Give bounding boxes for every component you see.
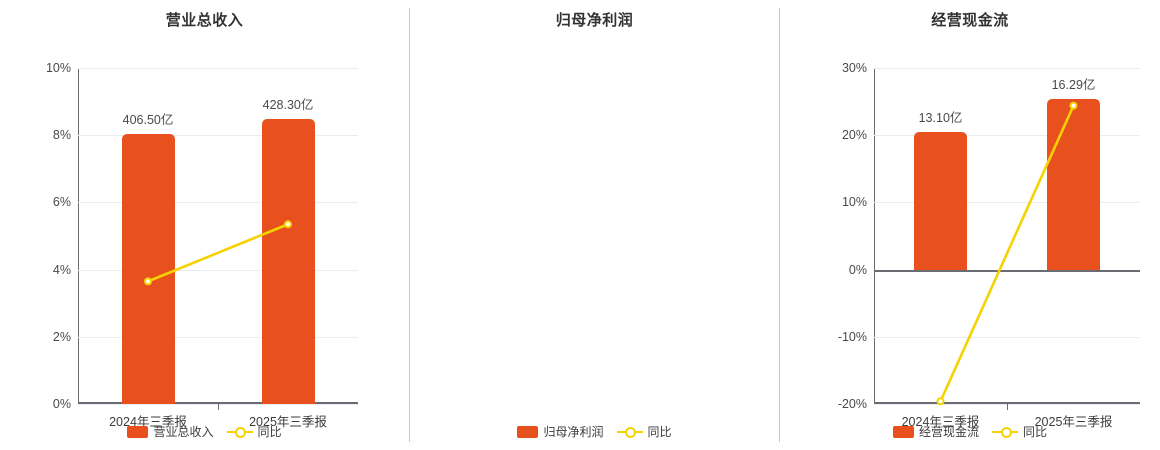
legend-item-line[interactable]: 同比 — [226, 423, 282, 440]
y-axis-spine — [874, 68, 875, 404]
chart-panel-operating-cash-flow: 经营现金流 0%5%10%15%20%25%29%29.49亿34.31亿202… — [780, 0, 1160, 450]
legend-item-line[interactable]: 同比 — [992, 423, 1047, 440]
y-axis-tick-label: 6% — [52, 195, 71, 210]
legend-operating-cash-flow: 经营现金流 同比 — [780, 423, 1160, 440]
bar-value-label: 16.29亿 — [1051, 77, 1096, 92]
y-axis-tick-label: 4% — [52, 262, 71, 277]
chart-panel-revenue: 营业总收入 0% 2% 4% 6% 8% 10% 406.50亿 428.30亿 2024年三季… — [0, 0, 409, 450]
x-axis-tick — [218, 404, 219, 410]
legend-label-bar: 归母净利润 — [543, 425, 604, 439]
y-axis-tick-label: 20% — [841, 128, 867, 143]
gridline — [78, 135, 358, 137]
gridline — [78, 68, 358, 69]
y-axis-spine — [78, 68, 79, 404]
orange-square-icon — [517, 425, 539, 438]
x-axis-category-label: 2025年三季报 — [1034, 415, 1113, 429]
orange-square-icon — [892, 425, 914, 438]
legend-label-line: 同比 — [1023, 425, 1048, 439]
x-axis-tick — [1007, 404, 1008, 410]
orange-square-icon — [127, 425, 149, 438]
plot-area-net-profit: -20% -10% 0% 10% 20% 30% 13.10亿 16.29亿 2024年三季报 2… — [838, 61, 1140, 429]
legend-net-profit: 归母净利润 同比 — [410, 423, 779, 440]
y-axis-tick-label: 0% — [52, 397, 71, 411]
y-axis-tick-label: 30% — [841, 61, 867, 75]
y-axis-tick-label: 2% — [52, 329, 71, 344]
yoy-line-series — [144, 220, 292, 286]
x-axis-category-label: 2024年三季报 — [901, 415, 980, 429]
bar[interactable] — [261, 119, 315, 404]
yellow-line-circle-icon — [992, 426, 1018, 438]
page-title: 归母净利润 — [555, 12, 634, 29]
y-axis-tick-label: -20% — [837, 397, 867, 411]
x-axis-baseline — [78, 402, 358, 404]
page-title: 经营现金流 — [931, 12, 1009, 29]
yellow-line-circle-icon — [226, 426, 253, 438]
legend-label-line: 同比 — [257, 425, 282, 439]
legend-label-bar: 经营现金流 — [918, 425, 979, 439]
x-axis-category-label: 2025年三季报 — [249, 415, 327, 429]
y-axis-tick-label: 8% — [52, 128, 71, 143]
yellow-line-circle-icon — [616, 426, 643, 438]
plot-area-revenue: 0% 2% 4% 6% 8% 10% 406.50亿 428.30亿 2024年三季报 2025年… — [46, 61, 358, 429]
legend-item-bar[interactable]: 营业总收入 — [127, 423, 214, 440]
x-axis-baseline — [874, 402, 1140, 404]
y-axis-tick-label: 0% — [848, 262, 867, 277]
legend-label-bar: 营业总收入 — [153, 425, 214, 439]
legend-label-line: 同比 — [647, 425, 672, 439]
chart-panel-net-profit: 归母净利润 -20% -10% 0% 10% 20% 30% 13.10亿 16.29亿 202… — [410, 0, 1140, 450]
bar-value-label: 428.30亿 — [262, 98, 314, 113]
legend-item-line[interactable]: 同比 — [616, 423, 672, 440]
y-axis-tick-label: -10% — [837, 329, 867, 344]
bar-value-label: 406.50亿 — [122, 112, 174, 127]
panel-divider-2 — [779, 8, 780, 442]
gridline — [78, 269, 358, 271]
gridline — [78, 336, 358, 338]
y-axis-tick-label: 10% — [45, 61, 71, 75]
legend-item-bar[interactable]: 归母净利润 — [517, 423, 604, 440]
y-axis-tick-label: 10% — [841, 195, 867, 210]
legend-item-bar[interactable]: 经营现金流 — [892, 423, 979, 440]
bar[interactable] — [121, 133, 175, 404]
gridline — [874, 68, 1140, 69]
panel-divider-1 — [409, 8, 410, 442]
gridline — [78, 202, 358, 204]
page-title: 营业总收入 — [165, 12, 244, 29]
legend-revenue: 营业总收入 同比 — [0, 423, 409, 440]
